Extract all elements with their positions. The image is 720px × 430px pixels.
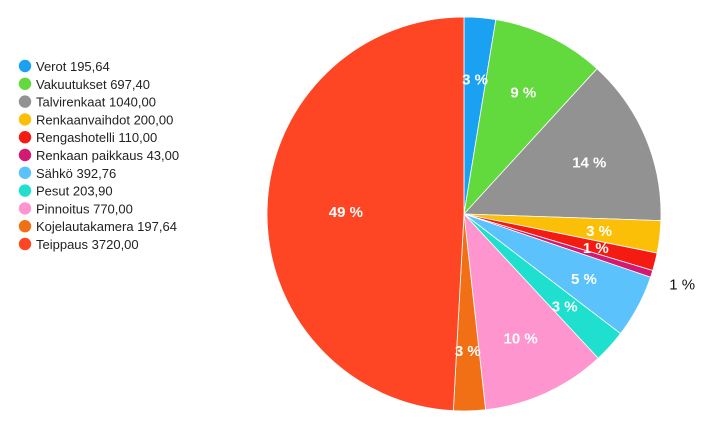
percent-label-rengashotelli: 1 % (583, 240, 609, 257)
pie (266, 16, 662, 412)
legend-item-pinnoitus: Pinnoitus 770,00 (18, 201, 133, 216)
legend-swatch (18, 184, 32, 197)
legend-swatch (18, 148, 32, 162)
legend-item-pesut: Pesut 203,90 (18, 184, 113, 199)
percent-label-talvirenkaat: 14 % (572, 154, 606, 171)
legend-item-teippaus: Teippaus 3720,00 (18, 237, 139, 252)
legend-swatch (18, 202, 32, 215)
legend-label: Pinnoitus 770,00 (36, 201, 133, 216)
legend-swatch (18, 131, 32, 144)
legend-label: Talvirenkaat 1040,00 (36, 95, 156, 110)
legend-label: Kojelautakamera 197,64 (36, 219, 177, 234)
legend-item-verot: Verot 195,64 (18, 59, 110, 74)
legend-item-renkaanvaihdot: Renkaanvaihdot 200,00 (18, 112, 173, 127)
percent-label-teippaus: 49 % (329, 204, 363, 221)
legend-label: Teippaus 3720,00 (36, 237, 139, 252)
pie-slice-pinnoitus (463, 212, 599, 411)
percent-label-pesut: 3 % (552, 298, 578, 315)
legend-swatch (18, 95, 32, 108)
percent-label-vakuutukset: 9 % (510, 85, 536, 102)
legend: Verot 195,64 Vakuutukset 697,40 Talvirenka… (18, 59, 179, 252)
pie-slice-vakuutukset (463, 19, 598, 216)
legend-item-renkaan-paikkaus: Renkaan paikkaus 43,00 (18, 148, 179, 163)
legend-swatch (18, 237, 32, 251)
legend-item-sahko: Sähkö 392,76 (18, 166, 116, 181)
legend-label: Renkaan paikkaus 43,00 (36, 148, 179, 163)
legend-label: Verot 195,64 (36, 59, 110, 74)
legend-label: Pesut 203,90 (36, 184, 113, 199)
legend-swatch (18, 220, 32, 233)
legend-item-vakuutukset: Vakuutukset 697,40 (18, 77, 150, 92)
legend-swatch (18, 77, 32, 91)
percent-labels: 3 %9 %14 %3 %1 %1 %5 %3 %10 %3 %49 % (329, 72, 695, 360)
legend-label: Vakuutukset 697,40 (36, 77, 150, 92)
percent-label-kojelautakamera: 3 % (455, 343, 481, 360)
legend-label: Sähkö 392,76 (36, 166, 116, 181)
percent-label-pinnoitus: 10 % (504, 331, 538, 348)
legend-item-kojelautakamera: Kojelautakamera 197,64 (18, 219, 177, 234)
legend-label: Rengashotelli 110,00 (36, 130, 157, 145)
percent-label-renkaan-paikkaus: 1 % (669, 277, 695, 294)
percent-label-verot: 3 % (462, 72, 488, 89)
percent-label-sahko: 5 % (571, 271, 597, 288)
legend-swatch (18, 113, 32, 126)
pie-slice-teippaus (266, 16, 465, 412)
legend-swatch (18, 59, 32, 73)
legend-item-talvirenkaat: Talvirenkaat 1040,00 (18, 95, 156, 110)
pie-slice-talvirenkaat (463, 68, 662, 222)
legend-label: Renkaanvaihdot 200,00 (36, 112, 173, 127)
legend-swatch (18, 166, 32, 179)
legend-item-rengashotelli: Rengashotelli 110,00 (18, 130, 157, 145)
percent-label-renkaanvaihdot: 3 % (586, 223, 612, 240)
